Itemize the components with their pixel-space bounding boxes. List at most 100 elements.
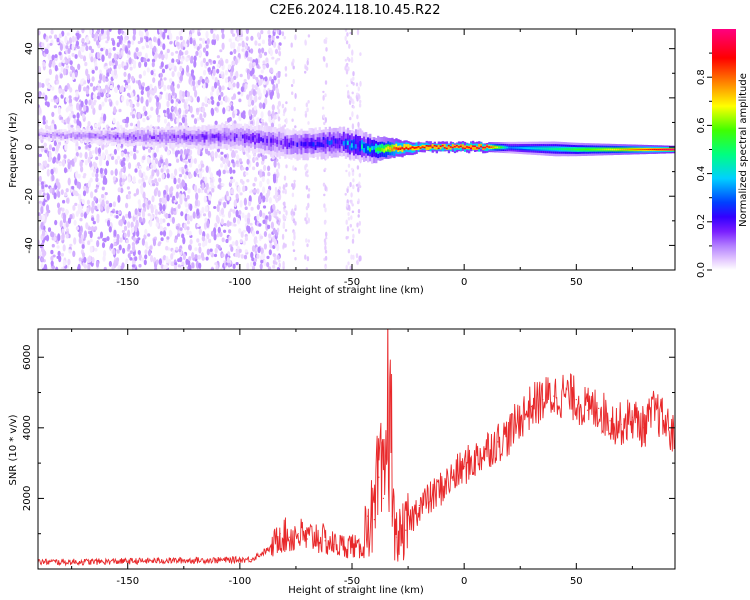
noise-speckle	[262, 60, 266, 65]
noise-speckle	[191, 29, 195, 34]
noise-speckle	[59, 43, 64, 51]
signal-band-segment	[290, 140, 293, 145]
signal-band-segment	[367, 146, 370, 151]
noise-speckle	[265, 197, 269, 203]
noise-speckle	[113, 148, 117, 155]
noise-speckle	[304, 112, 308, 118]
noise-speckle	[225, 238, 229, 244]
signal-band-segment	[466, 146, 469, 148]
noise-speckle	[351, 210, 355, 214]
signal-band-segment	[256, 138, 259, 143]
noise-speckle	[100, 47, 104, 52]
noise-speckle	[98, 106, 102, 111]
noise-speckle	[277, 123, 282, 128]
noise-speckle	[180, 58, 184, 62]
y-tick-label: 6000	[22, 345, 33, 370]
signal-band-segment	[149, 134, 152, 138]
noise-speckle	[262, 219, 266, 224]
noise-speckle	[157, 80, 162, 87]
noise-speckle	[322, 182, 326, 187]
signal-band-segment	[332, 140, 335, 145]
noise-speckle	[356, 200, 360, 205]
noise-speckle	[86, 207, 90, 215]
noise-speckle	[352, 178, 355, 183]
noise-speckle	[88, 255, 92, 263]
noise-speckle	[78, 84, 82, 93]
noise-speckle	[263, 51, 268, 56]
noise-speckle	[236, 36, 240, 41]
noise-speckle	[133, 193, 137, 197]
noise-speckle	[38, 175, 42, 183]
noise-speckle	[292, 240, 295, 247]
noise-speckle	[290, 84, 294, 87]
noise-speckle	[67, 217, 72, 224]
signal-band-segment	[209, 136, 212, 140]
snr-data-point	[378, 476, 380, 478]
noise-speckle	[193, 118, 198, 125]
noise-speckle	[236, 81, 240, 89]
noise-speckle	[53, 105, 58, 109]
signal-band-segment	[288, 142, 291, 148]
signal-band-segment	[191, 136, 194, 140]
noise-speckle	[175, 59, 179, 63]
noise-speckle	[349, 96, 352, 101]
noise-speckle	[90, 48, 94, 54]
noise-speckle	[276, 105, 280, 110]
noise-speckle	[106, 205, 110, 214]
noise-speckle	[197, 254, 201, 260]
noise-speckle	[85, 45, 89, 52]
signal-band-segment	[98, 136, 101, 139]
noise-speckle	[44, 149, 48, 153]
noise-speckle	[294, 167, 297, 171]
signal-band-segment	[346, 140, 350, 146]
noise-speckle	[45, 234, 50, 242]
noise-speckle	[101, 54, 105, 62]
noise-speckle	[218, 177, 222, 183]
noise-speckle	[272, 227, 276, 234]
noise-speckle	[265, 192, 269, 200]
snr-data-point	[333, 543, 335, 545]
noise-speckle	[184, 200, 188, 208]
noise-speckle	[99, 73, 103, 81]
signal-band-segment	[534, 147, 537, 150]
signal-band-segment	[344, 140, 348, 145]
noise-speckle	[260, 259, 264, 264]
noise-speckle	[49, 42, 53, 46]
noise-speckle	[91, 172, 95, 178]
noise-speckle	[196, 209, 200, 216]
signal-band-segment	[84, 134, 87, 137]
noise-speckle	[306, 57, 310, 61]
noise-speckle	[231, 159, 235, 164]
noise-speckle	[236, 109, 240, 116]
noise-speckle	[144, 110, 148, 117]
noise-speckle	[163, 109, 167, 114]
signal-band-segment	[322, 139, 325, 145]
noise-speckle	[97, 122, 101, 128]
noise-speckle	[90, 206, 95, 214]
signal-band-segment	[427, 145, 430, 147]
noise-speckle	[223, 229, 227, 233]
noise-speckle	[152, 182, 156, 187]
noise-speckle	[56, 37, 60, 43]
signal-band-segment	[361, 144, 364, 149]
signal-band-segment	[130, 136, 134, 139]
noise-speckle	[91, 150, 95, 154]
signal-band-segment	[354, 144, 358, 149]
noise-speckle	[98, 69, 102, 75]
signal-band-segment	[560, 148, 564, 151]
noise-speckle	[358, 255, 361, 262]
noise-speckle	[253, 105, 257, 111]
noise-speckle	[117, 194, 121, 203]
signal-band-segment	[655, 148, 658, 151]
noise-speckle	[179, 197, 183, 205]
noise-speckle	[172, 106, 176, 110]
signal-band-segment	[407, 144, 410, 149]
colorbar-gradient	[712, 29, 736, 270]
noise-speckle	[265, 57, 269, 63]
noise-speckle	[124, 46, 129, 54]
noise-speckle	[244, 249, 248, 253]
noise-speckle	[228, 235, 232, 241]
noise-speckle	[247, 98, 251, 106]
signal-band-segment	[673, 148, 675, 150]
noise-speckle	[210, 107, 214, 115]
